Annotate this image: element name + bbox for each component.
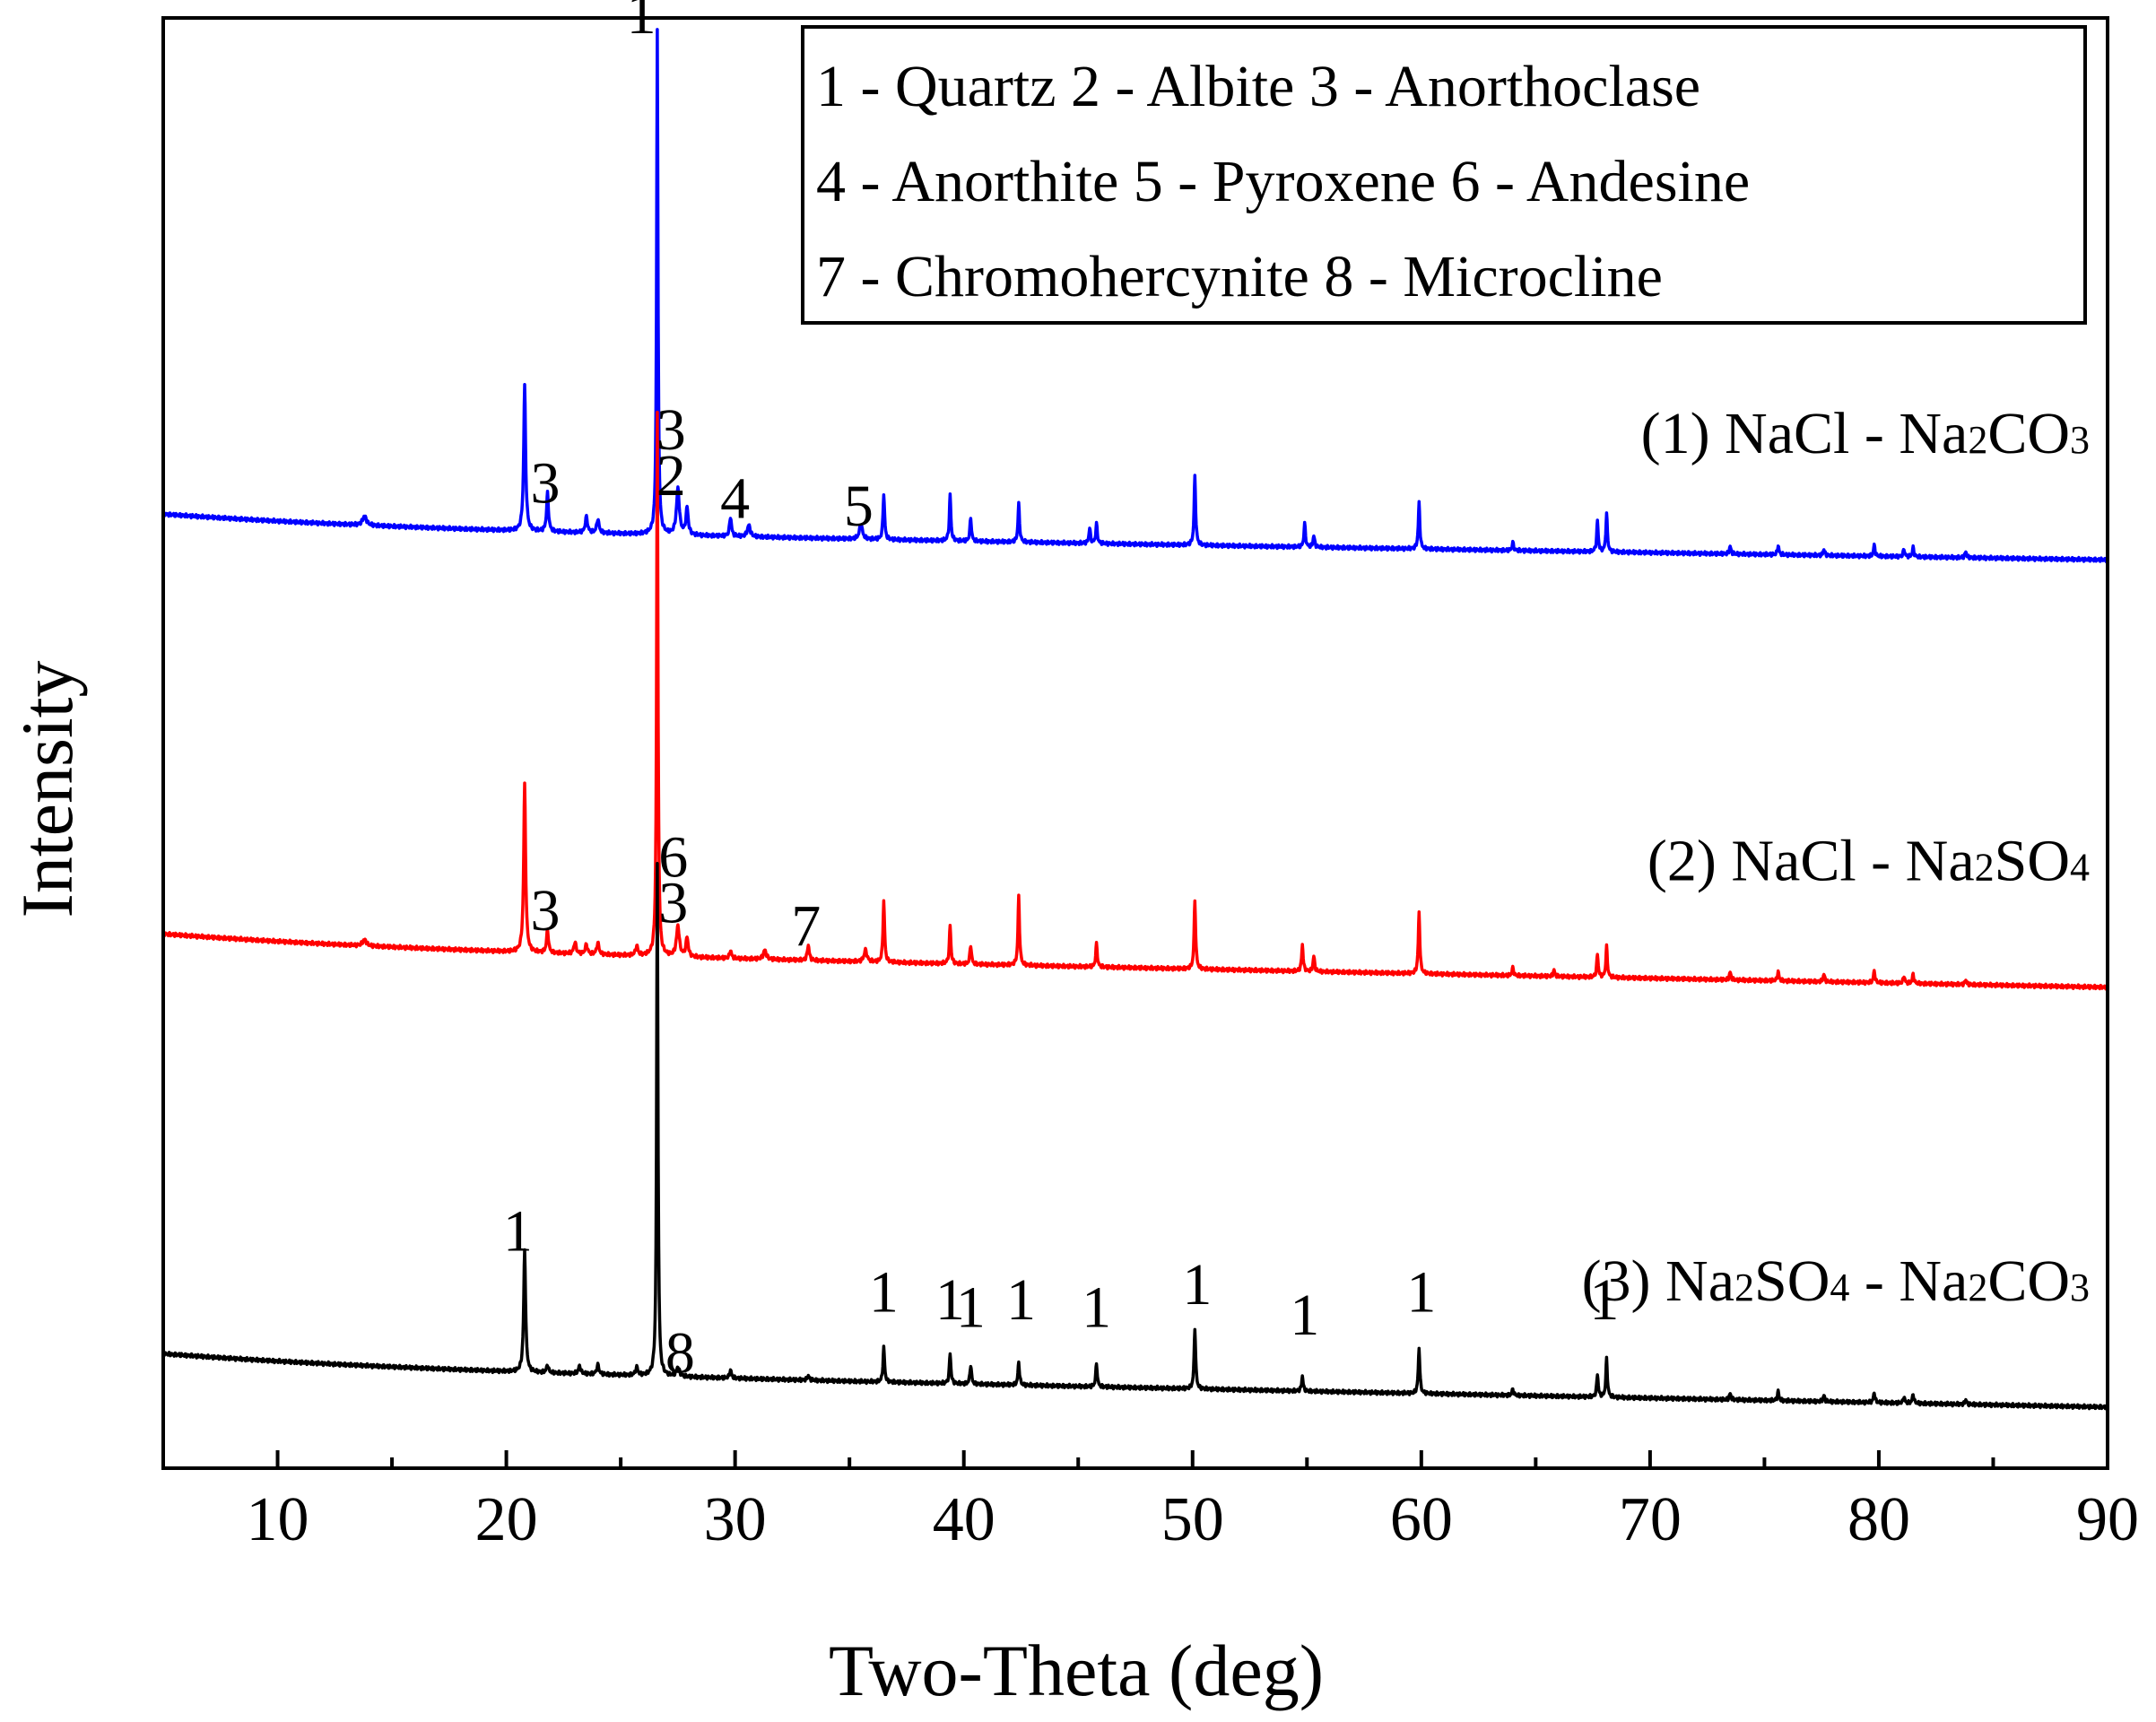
x-axis-tick-labels: 10 20 30 40 50 60 70 80 90 [247, 1485, 2139, 1554]
x-tick-label: 90 [2076, 1485, 2139, 1554]
x-tick-label: 50 [1161, 1485, 1224, 1554]
peak-label: 7 [791, 893, 821, 959]
series-label-2: (2) NaCl - Na2SO4 [1647, 829, 2090, 894]
peak-label: 8 [665, 1321, 695, 1387]
peak-label: 5 [844, 474, 874, 539]
x-axis-title: Two-Theta (deg) [829, 1630, 1324, 1711]
peak-label: 3 [530, 450, 560, 516]
legend-line-3: 7 - Chromohercynite 8 - Microcline [816, 244, 1663, 309]
peak-label: 1 [627, 0, 656, 47]
series-labels: (1) NaCl - Na2CO3 (2) NaCl - Na2SO4 (3) Na… [1582, 401, 2090, 1314]
peak-label: 1 [1006, 1267, 1036, 1333]
x-tick-label: 40 [933, 1485, 995, 1554]
y-axis-title: Intensity [6, 661, 88, 918]
x-tick-label: 60 [1390, 1485, 1453, 1554]
legend-line-2: 4 - Anorthite 5 - Pyroxene 6 - Andesine [816, 149, 1750, 214]
series-line-1 [161, 28, 2109, 564]
legend-line-1: 1 - Quartz 2 - Albite 3 - Anorthoclase [816, 54, 1700, 119]
x-tick-label: 70 [1619, 1485, 1682, 1554]
peak-label: 1 [935, 1267, 965, 1333]
peak-label: 3 [530, 878, 560, 944]
peak-label: 1 [956, 1275, 986, 1341]
x-tick-label: 10 [247, 1485, 309, 1554]
peak-label: 6 [658, 824, 688, 890]
series-label-1: (1) NaCl - Na2CO3 [1641, 401, 2090, 466]
series-line-3 [161, 862, 2109, 1411]
peak-label: 1 [869, 1260, 899, 1326]
legend: 1 - Quartz 2 - Albite 3 - Anorthoclase 4… [801, 25, 2087, 325]
peak-label: 1 [1182, 1252, 1212, 1318]
peak-label: 1 [1082, 1275, 1111, 1341]
x-tick-label: 80 [1847, 1485, 1910, 1554]
x-tick-label: 20 [475, 1485, 538, 1554]
series-line-2 [161, 410, 2109, 991]
peak-label: 1 [1406, 1260, 1436, 1326]
plot-frame [161, 16, 2109, 1470]
x-axis-ticks [161, 1450, 2109, 1468]
peak-label: 2 [656, 443, 686, 509]
peak-label: 3 [656, 397, 686, 463]
x-tick-label: 30 [704, 1485, 767, 1554]
peak-label: 4 [720, 465, 750, 531]
peak-label: 3 [658, 870, 688, 935]
series-group [161, 28, 2109, 1411]
peak-label: 1 [503, 1198, 533, 1264]
series-label-3: (3) Na2SO4 - Na2CO3 [1582, 1248, 2090, 1314]
peak-label: 1 [1290, 1283, 1319, 1348]
legend-box [801, 25, 2087, 325]
peak-label: 1 [1589, 1267, 1619, 1333]
